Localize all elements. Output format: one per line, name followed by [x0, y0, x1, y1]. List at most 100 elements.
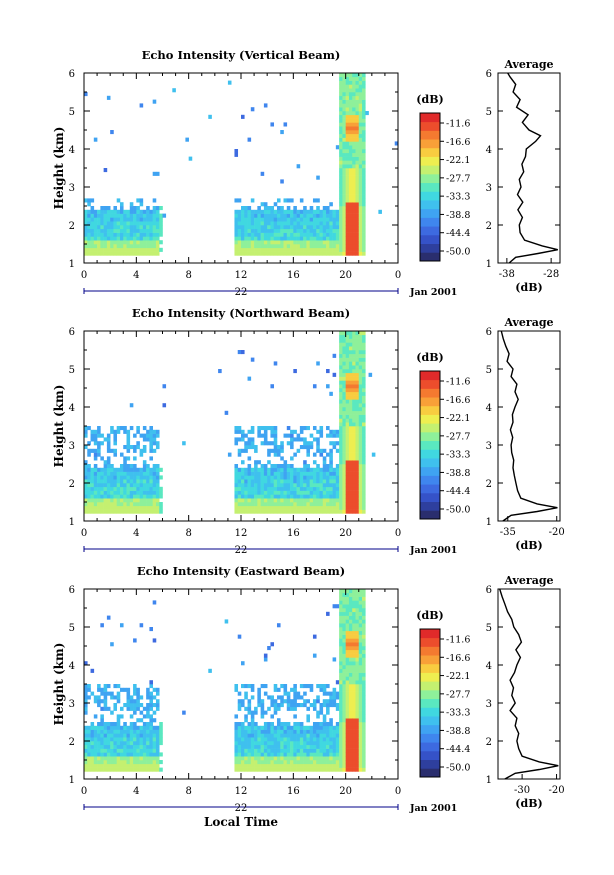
heatmap-cell [359, 608, 363, 612]
heatmap-cell [349, 361, 353, 365]
heatmap-cell [355, 718, 359, 722]
heatmap-cell [336, 449, 340, 453]
heatmap-cell [248, 745, 252, 749]
heatmap-cell [355, 680, 359, 684]
heatmap-cell [362, 415, 366, 419]
heatmap-cell [329, 692, 333, 696]
heatmap-cell [339, 692, 343, 696]
heatmap-cell [133, 707, 137, 711]
heatmap-cell [143, 445, 147, 449]
heatmap-cell [248, 456, 252, 460]
heatmap-cell [94, 214, 98, 218]
heatmap-cell [100, 214, 104, 218]
heatmap-cell [241, 210, 245, 214]
heatmap-cell [313, 437, 317, 441]
heatmap-cell [284, 475, 288, 479]
heatmap-cell [310, 756, 314, 760]
heatmap-cell [264, 426, 268, 430]
heatmap-cell [349, 597, 353, 601]
heatmap-cell [277, 703, 281, 707]
heatmap-cell [362, 510, 366, 514]
heatmap-cell [277, 464, 281, 468]
heatmap-cell [261, 225, 265, 229]
heatmap-cell [323, 248, 327, 252]
heatmap-cell [94, 756, 98, 760]
heatmap-cell [362, 711, 366, 715]
heatmap-cell [359, 676, 363, 680]
heatmap-cell [264, 510, 268, 514]
heatmap-cell [346, 468, 350, 472]
heatmap-cell [153, 206, 157, 210]
colorbar-swatch [420, 681, 440, 690]
heatmap-cell [284, 722, 288, 726]
heatmap-cell [277, 248, 281, 252]
colorbar-tick-label: -44.4 [446, 486, 470, 497]
heatmap-cell [261, 434, 265, 438]
heatmap-cell [274, 441, 278, 445]
heatmap-cell [153, 487, 157, 491]
heatmap-cell [349, 233, 353, 237]
heatmap-cell [133, 464, 137, 468]
heatmap-cell [339, 107, 343, 111]
heatmap-cell [133, 434, 137, 438]
heatmap-cell [297, 749, 301, 753]
heatmap-cell [133, 491, 137, 495]
heatmap-cell [94, 760, 98, 764]
heatmap-cell [336, 217, 340, 221]
heatmap-cell [346, 752, 350, 756]
heatmap-cell [251, 756, 255, 760]
heatmap-cell [359, 627, 363, 631]
heatmap-cell [130, 225, 134, 229]
heatmap-cell [123, 229, 127, 233]
heatmap-cell [339, 164, 343, 168]
heatmap-cell [359, 244, 363, 248]
heatmap-cell [84, 764, 88, 768]
heatmap-cell [342, 217, 346, 221]
heatmap-cell [365, 111, 369, 115]
profile-y-tick-label: 4 [486, 661, 492, 672]
heatmap-cell [87, 756, 91, 760]
heatmap-cell [261, 240, 265, 244]
heatmap-cell [133, 214, 137, 218]
heatmap-cell [97, 221, 101, 225]
heatmap-cell [352, 331, 356, 335]
heatmap-cell [359, 631, 363, 635]
heatmap-cell [310, 730, 314, 734]
heatmap-cell [117, 506, 121, 510]
heatmap-cell [140, 229, 144, 233]
heatmap-cell [110, 730, 114, 734]
heatmap-cell [293, 737, 297, 741]
heatmap-cell [123, 472, 127, 476]
heatmap-cell [254, 764, 258, 768]
heatmap-cell [153, 430, 157, 434]
heatmap-cell [359, 346, 363, 350]
heatmap-cell [339, 589, 343, 593]
heatmap-cell [127, 768, 131, 772]
heatmap-cell [277, 210, 281, 214]
heatmap-cell [352, 464, 356, 468]
heatmap-cell [120, 479, 124, 483]
heatmap-cell [274, 494, 278, 498]
heatmap-cell [140, 252, 144, 256]
heatmap-cell [313, 236, 317, 240]
heatmap-cell [130, 229, 134, 233]
heatmap-cell [159, 733, 163, 737]
heatmap-cell [94, 498, 98, 502]
heatmap-cell [349, 346, 353, 350]
heatmap-cell [84, 464, 88, 468]
heatmap-cell [352, 714, 356, 718]
heatmap-cell [284, 752, 288, 756]
heatmap-cell [355, 244, 359, 248]
heatmap-cell [117, 692, 121, 696]
heatmap-cell [280, 699, 284, 703]
heatmap-cell [94, 479, 98, 483]
heatmap-cell [91, 252, 95, 256]
heatmap-cell [342, 210, 346, 214]
heatmap-cell [339, 358, 343, 362]
heatmap-cell [349, 122, 353, 126]
heatmap-cell [94, 714, 98, 718]
colorbar-tick-label: -11.6 [446, 377, 470, 388]
heatmap-cell [130, 722, 134, 726]
heatmap-cell [342, 384, 346, 388]
heatmap-cell [320, 244, 324, 248]
